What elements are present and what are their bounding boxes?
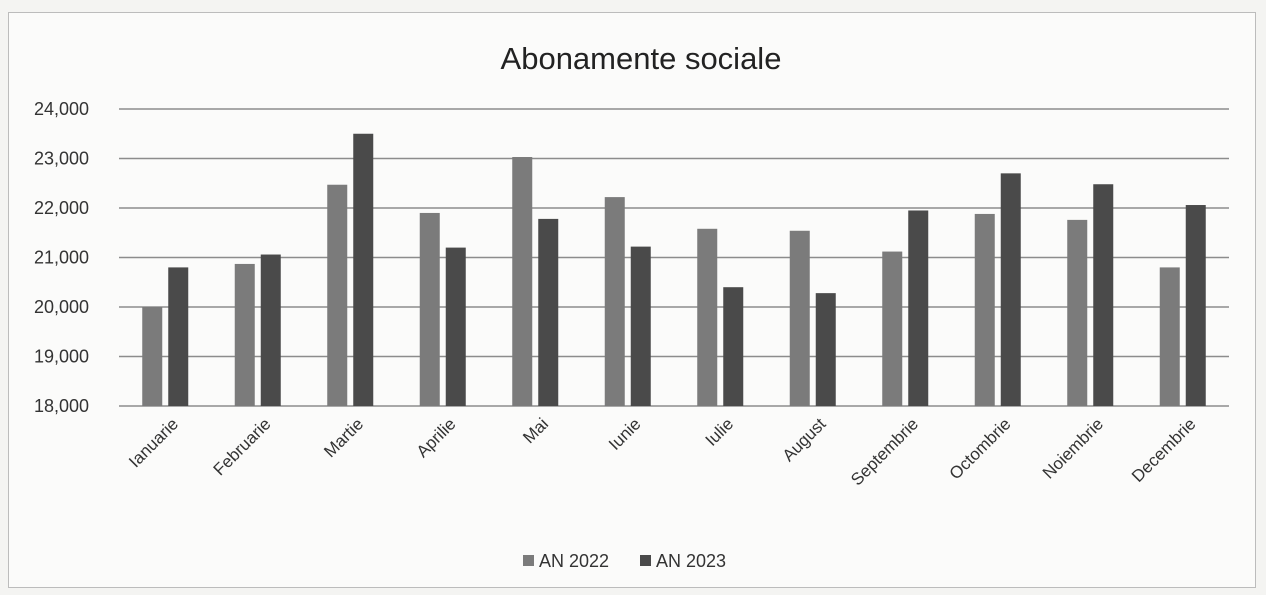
bar-an-2022-iunie: [604, 197, 625, 406]
x-category-label: Noiembrie: [1039, 414, 1107, 482]
y-tick-label: 23,000: [34, 149, 89, 169]
x-category-label: Mai: [519, 414, 552, 447]
x-category-label: Septembrie: [847, 414, 922, 489]
bar-an-2023-august: [815, 293, 836, 406]
bar-an-2022-iulie: [697, 228, 718, 406]
chart-frame: Abonamente sociale 18,000 19,000 20,000 21,…: [8, 12, 1256, 588]
bar-an-2023-decembrie: [1185, 205, 1206, 406]
bar-an-2022-octombrie: [974, 213, 995, 406]
y-tick-label: 24,000: [34, 99, 89, 119]
x-category-label: Ianuarie: [125, 414, 182, 471]
bar-an-2022-august: [789, 230, 810, 406]
x-category-label: Decembrie: [1128, 414, 1200, 486]
chart-title: Abonamente sociale: [501, 41, 782, 76]
legend-swatch-an-2022: [523, 555, 534, 566]
x-category-label: August: [779, 414, 830, 465]
gridlines: [119, 108, 1229, 407]
bar-an-2022-aprilie: [419, 212, 440, 406]
x-category-label: Octombrie: [946, 414, 1015, 483]
bar-an-2023-ianuarie: [168, 267, 189, 406]
y-tick-label: 21,000: [34, 248, 89, 268]
y-tick-label: 18,000: [34, 396, 89, 416]
legend-swatch-an-2023: [640, 555, 651, 566]
x-category-label: Martie: [320, 414, 367, 461]
bar-an-2023-martie: [353, 133, 374, 406]
bar-an-2023-iunie: [630, 246, 651, 406]
bar-an-2022-decembrie: [1159, 267, 1180, 406]
legend: AN 2022 AN 2023: [523, 551, 726, 571]
x-category-label: Iulie: [702, 414, 737, 449]
bar-an-2022-martie: [327, 184, 348, 406]
bar-an-2023-aprilie: [445, 247, 466, 406]
bar-an-2023-februarie: [260, 254, 281, 406]
bar-an-2022-februarie: [234, 263, 255, 406]
legend-label-an-2022: AN 2022: [539, 551, 609, 571]
bars: [142, 133, 1206, 406]
bar-an-2023-septembrie: [908, 210, 929, 406]
bar-an-2023-noiembrie: [1093, 184, 1114, 406]
bar-an-2022-septembrie: [882, 251, 903, 406]
x-category-label: Februarie: [210, 414, 275, 479]
y-tick-label: 22,000: [34, 198, 89, 218]
bar-an-2022-mai: [512, 157, 533, 406]
x-category-label: Iunie: [605, 414, 645, 454]
bar-an-2022-ianuarie: [142, 307, 163, 406]
bar-an-2023-octombrie: [1000, 173, 1021, 406]
x-category-label: Aprilie: [413, 414, 460, 461]
x-axis-categories: Ianuarie Februarie Martie Aprilie Mai Iunie Iu…: [125, 414, 1199, 489]
bar-an-2023-mai: [538, 218, 559, 406]
bar-an-2022-noiembrie: [1067, 219, 1088, 406]
y-tick-label: 19,000: [34, 347, 89, 367]
legend-label-an-2023: AN 2023: [656, 551, 726, 571]
y-axis-ticks: 18,000 19,000 20,000 21,000 22,000 23,000 24,0…: [34, 99, 89, 416]
bar-chart: Abonamente sociale 18,000 19,000 20,000 21,…: [34, 41, 1229, 571]
y-tick-label: 20,000: [34, 297, 89, 317]
bar-an-2023-iulie: [723, 287, 744, 406]
